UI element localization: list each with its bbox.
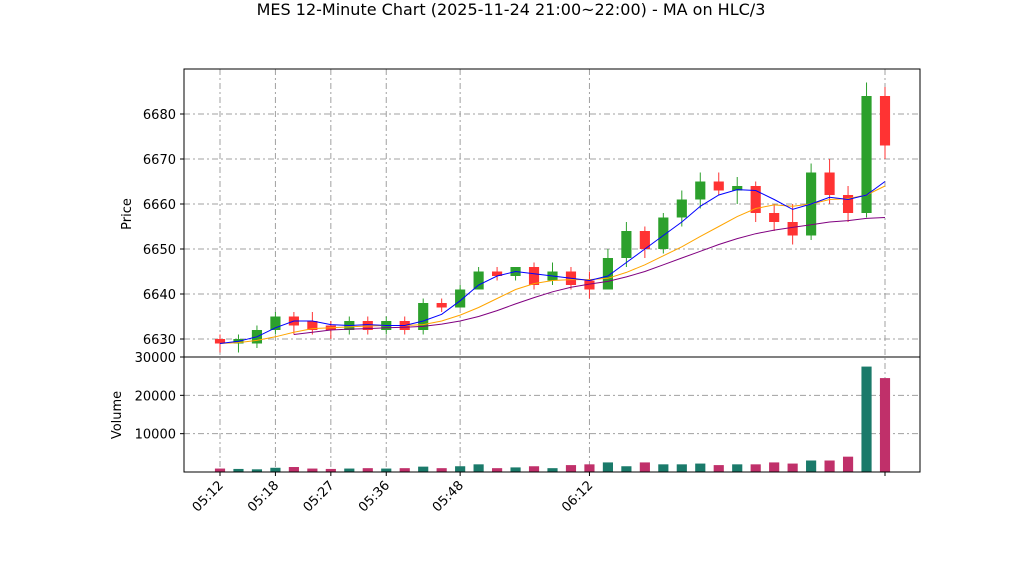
price-tick-label: 6660 bbox=[143, 198, 176, 213]
candle-body bbox=[602, 258, 613, 290]
volume-tick-label: 20000 bbox=[135, 389, 176, 404]
ma-mid-line bbox=[219, 185, 886, 344]
volume-bar bbox=[473, 464, 484, 472]
candle-body bbox=[473, 271, 484, 290]
candle-body bbox=[492, 271, 503, 276]
volume-bar bbox=[399, 468, 410, 472]
time-tick-label: 06:12 bbox=[559, 478, 596, 515]
volume-bar bbox=[806, 460, 817, 472]
volume-bar bbox=[676, 464, 687, 472]
ma-fast-line bbox=[219, 181, 886, 344]
price-tick-label: 6680 bbox=[143, 108, 176, 123]
time-tick-label: 05:36 bbox=[356, 478, 393, 515]
volume-bar bbox=[658, 464, 669, 472]
volume-bar bbox=[436, 468, 447, 472]
candle-body bbox=[270, 316, 281, 330]
candle-body bbox=[436, 303, 447, 308]
candle-body bbox=[879, 96, 891, 146]
candle-body bbox=[732, 186, 743, 191]
volume-bar bbox=[418, 466, 429, 472]
volume-bar bbox=[824, 460, 835, 472]
volume-bar bbox=[695, 463, 706, 472]
volume-bar bbox=[325, 468, 336, 472]
time-tick-label: 05:48 bbox=[430, 478, 467, 515]
volume-bar bbox=[288, 467, 299, 472]
candle-body bbox=[455, 289, 466, 308]
volume-bar bbox=[344, 468, 355, 472]
candle-body bbox=[658, 217, 669, 249]
volume-bar bbox=[750, 464, 761, 472]
candle-body bbox=[214, 339, 226, 344]
candle-body bbox=[861, 96, 872, 213]
volume-bar bbox=[270, 467, 281, 472]
volume-bar bbox=[639, 462, 650, 472]
candle-body bbox=[639, 231, 650, 249]
candle-body bbox=[362, 321, 373, 330]
volume-bar bbox=[492, 468, 503, 472]
volume-bar bbox=[510, 467, 521, 472]
price-axis-label: Price bbox=[120, 198, 135, 230]
candle-body bbox=[750, 186, 761, 213]
price-tick-label: 6630 bbox=[143, 333, 176, 348]
candle-body bbox=[584, 280, 595, 290]
time-tick-label: 05:27 bbox=[301, 478, 338, 515]
volume-bar bbox=[307, 468, 318, 472]
volume-bar bbox=[861, 366, 872, 472]
volume-panel-frame bbox=[183, 356, 921, 473]
volume-bar bbox=[528, 466, 540, 472]
candle-body bbox=[769, 213, 780, 222]
candle-body bbox=[621, 231, 632, 258]
volume-bar bbox=[879, 378, 891, 472]
volume-bar bbox=[602, 462, 613, 472]
price-panel bbox=[214, 82, 891, 353]
candle-body bbox=[824, 172, 835, 195]
volume-bar bbox=[547, 468, 558, 472]
candle-body bbox=[676, 199, 687, 218]
price-tick-label: 6670 bbox=[143, 153, 176, 168]
price-tick-label: 6650 bbox=[143, 243, 176, 258]
candle-body bbox=[307, 321, 318, 330]
axes: 6630 6640 6650 6660 6670 6680 10000 20000 30000 0… bbox=[135, 108, 886, 515]
volume-bar bbox=[787, 463, 798, 472]
volume-bar bbox=[214, 468, 226, 472]
price-tick-label: 6640 bbox=[143, 288, 176, 303]
chart-title: MES 12-Minute Chart (2025-11-24 21:00~22… bbox=[256, 0, 766, 19]
candle-body bbox=[713, 181, 724, 191]
volume-tick-label: 30000 bbox=[135, 351, 176, 366]
candle-body bbox=[418, 303, 429, 330]
volume-panel bbox=[214, 366, 891, 472]
volume-bar bbox=[732, 464, 743, 472]
volume-bar bbox=[455, 466, 466, 472]
volume-bar bbox=[842, 456, 854, 472]
volume-bar bbox=[362, 468, 373, 472]
volume-bar bbox=[713, 465, 724, 472]
volume-bar bbox=[769, 462, 780, 472]
volume-bar bbox=[584, 464, 595, 472]
volume-axis-label: Volume bbox=[110, 391, 125, 439]
volume-bar bbox=[381, 468, 392, 472]
candle-body bbox=[528, 267, 540, 285]
time-tick-label: 05:12 bbox=[190, 478, 227, 515]
candle-body bbox=[695, 181, 706, 200]
ma-slow-line bbox=[293, 217, 886, 335]
volume-bar bbox=[251, 469, 263, 472]
grid-lines bbox=[184, 69, 920, 472]
volume-bar bbox=[621, 466, 632, 472]
candle-body bbox=[787, 222, 798, 236]
candle-body bbox=[842, 195, 854, 213]
volume-bar bbox=[565, 465, 577, 472]
time-tick-label: 05:18 bbox=[245, 478, 282, 515]
volume-bar bbox=[233, 468, 244, 472]
volume-tick-label: 10000 bbox=[135, 428, 176, 443]
